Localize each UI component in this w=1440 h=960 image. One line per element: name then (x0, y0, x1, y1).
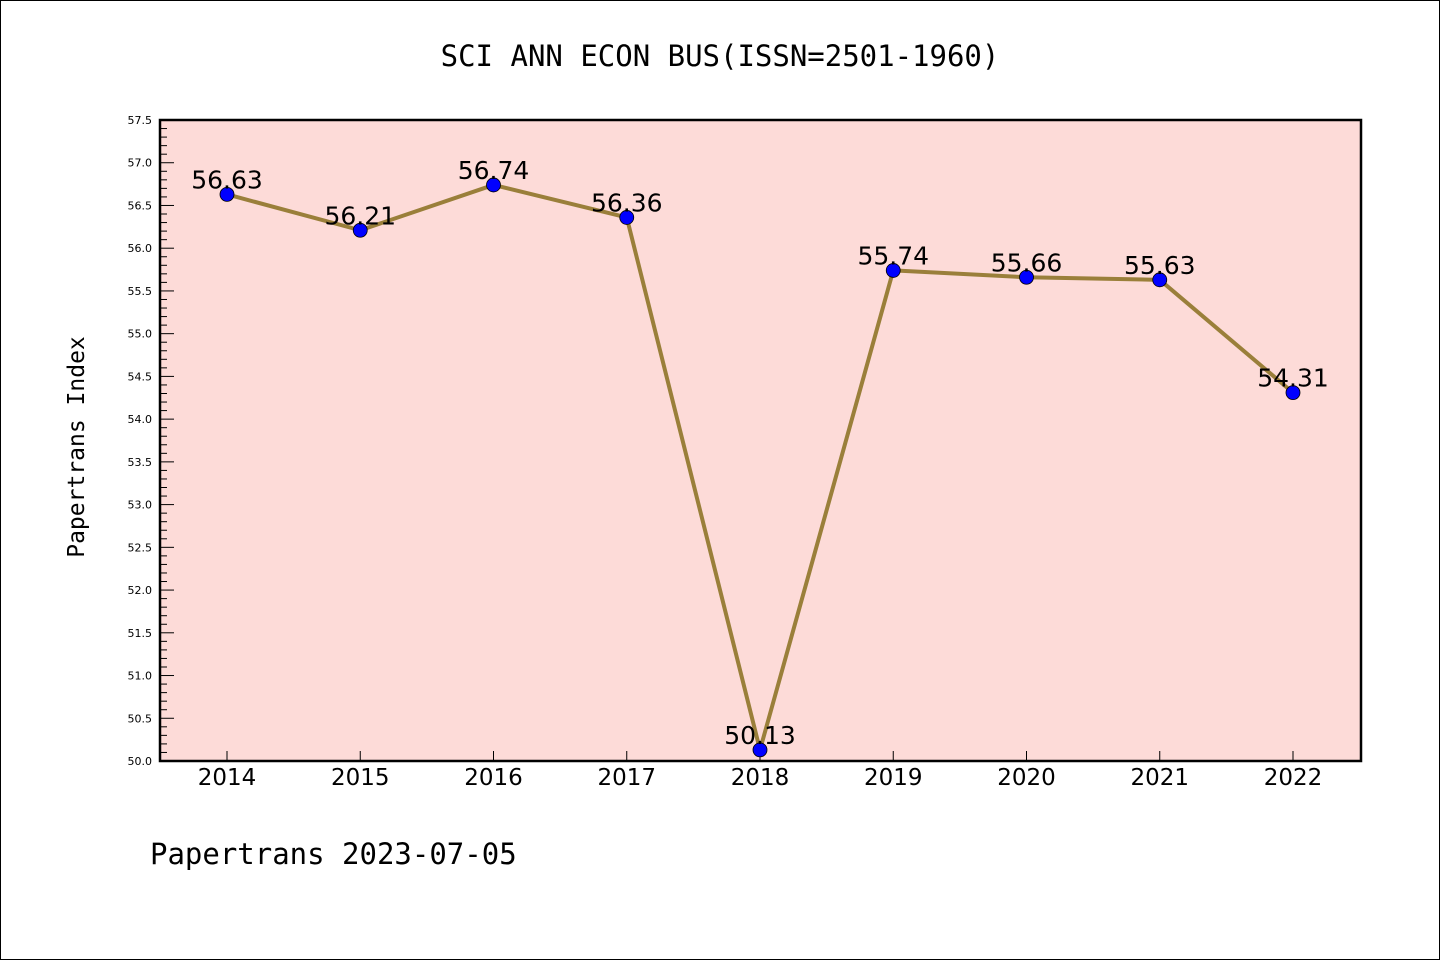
data-point-marker (885, 263, 901, 278)
data-point-marker (1285, 385, 1301, 401)
x-tick-label: 2017 (597, 765, 656, 791)
chart-title: SCI ANN ECON BUS(ISSN=2501-1960) (441, 39, 1000, 73)
y-tick-label: 53.5 (128, 456, 153, 469)
y-tick-label: 54.0 (128, 413, 153, 426)
y-tick-label: 57.5 (128, 114, 153, 127)
x-tick-label: 2019 (864, 765, 923, 791)
y-tick-label: 52.0 (128, 584, 153, 597)
data-point-marker (1152, 272, 1168, 288)
y-tick-label: 51.0 (128, 670, 153, 683)
data-label: 55.74 (857, 241, 929, 270)
x-tick-label: 2018 (731, 765, 790, 791)
x-tick-label: 2020 (997, 765, 1056, 791)
x-tick-label: 2016 (464, 765, 523, 791)
x-tick-label: 2015 (331, 765, 390, 791)
footer-text: Papertrans 2023-07-05 (150, 837, 517, 871)
x-axis: 2014 2015 2016 2017 2018 2019 2020 2021 2022 (198, 751, 1323, 791)
y-tick-label: 57.0 (128, 157, 153, 170)
y-tick-label: 52.5 (128, 541, 153, 554)
y-tick-label: 56.0 (128, 242, 153, 255)
x-tick-label: 2021 (1130, 765, 1189, 791)
data-point-marker (486, 177, 501, 193)
y-axis-label: Papertrans Index (64, 336, 90, 558)
y-tick-label: 55.5 (128, 285, 153, 298)
y-tick-label: 56.5 (128, 199, 153, 212)
data-label: 56.74 (458, 156, 530, 185)
data-label: 56.63 (191, 165, 263, 194)
data-point-marker (219, 186, 235, 202)
data-label: 56.36 (591, 188, 663, 217)
data-point-marker (352, 222, 368, 238)
y-axis: 50.0 50.5 51.0 51.5 52.0 52.5 53.0 53.5 54.0 54.5… (128, 114, 174, 768)
data-label: 55.63 (1124, 251, 1196, 280)
x-tick-label: 2014 (198, 765, 257, 791)
data-label: 50.13 (724, 721, 796, 750)
data-label: 56.21 (324, 201, 396, 230)
data-point-marker (752, 742, 768, 758)
y-tick-label: 50.0 (128, 755, 153, 768)
y-tick-label: 55.0 (128, 328, 153, 341)
y-tick-label: 53.0 (128, 499, 153, 512)
y-tick-label: 51.5 (128, 627, 153, 640)
data-label: 55.66 (991, 248, 1063, 277)
y-tick-label: 50.5 (128, 712, 153, 725)
series-line-group: 56.63 56.21 56.74 56.36 50.13 55.74 55.66 55.63… (191, 156, 1329, 758)
data-point-marker (619, 210, 635, 225)
data-label: 54.31 (1257, 364, 1329, 393)
data-point-marker (1019, 269, 1034, 285)
y-tick-label: 54.5 (128, 370, 153, 383)
plot-border (158, 118, 1363, 763)
x-tick-label: 2022 (1264, 765, 1323, 791)
